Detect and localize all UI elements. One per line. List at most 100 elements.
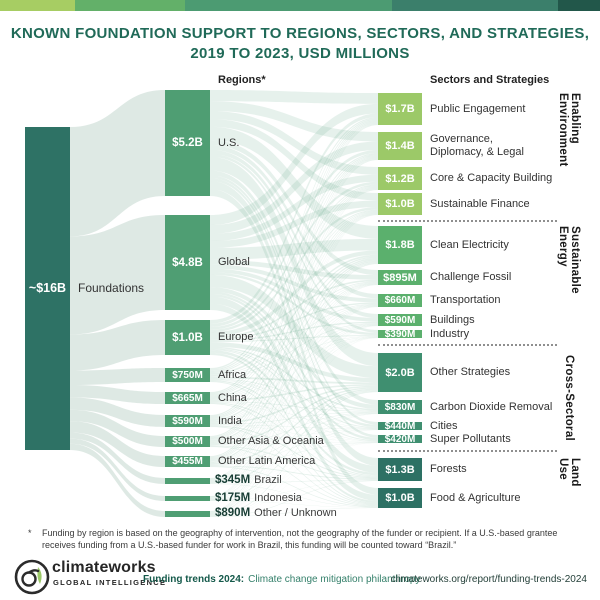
flow-ribbon: [210, 155, 378, 418]
flow-ribbon: [70, 90, 165, 237]
report-title: Funding trends 2024: Climate change mitig…: [143, 574, 420, 585]
flow-ribbon: [210, 123, 378, 497]
report-url[interactable]: climateworks.org/report/funding-trends-2…: [390, 574, 587, 585]
sector-name: Governance, Diplomacy, & Legal: [430, 133, 524, 158]
flow-ribbon: [210, 188, 378, 480]
flow-ribbon: [210, 262, 378, 499]
flow-ribbon: [210, 306, 378, 515]
flow-ribbon: [210, 336, 378, 377]
flow-ribbon: [210, 303, 378, 501]
flow-ribbon: [210, 214, 378, 498]
flow-ribbon: [210, 156, 378, 367]
flow-ribbon: [210, 480, 378, 501]
flow-ribbon: [210, 442, 378, 466]
brand-name: climateworks: [52, 559, 156, 576]
footer: climateworks GLOBAL INTELLIGENCE Funding…: [0, 555, 600, 600]
region-name: China: [218, 391, 247, 404]
flow-ribbon: [210, 170, 378, 405]
sector-value: $895M: [383, 271, 417, 284]
flow-ribbon: [210, 321, 378, 342]
flow-ribbon: [210, 445, 378, 479]
sector-name: Carbon Dioxide Removal: [430, 400, 553, 413]
flow-ribbon: [210, 296, 378, 473]
region-outside-label: $175M Indonesia: [215, 492, 302, 504]
flow-ribbon: [210, 180, 378, 466]
report-title-link[interactable]: Climate change mitigation philanthropy: [248, 574, 421, 585]
sector-value: $590M: [384, 314, 416, 326]
flow-ribbon: [210, 384, 378, 402]
region-node: [165, 215, 210, 310]
region-name: Africa: [218, 368, 247, 381]
flow-ribbon: [210, 376, 378, 385]
flow-ribbon: [210, 442, 378, 501]
sector-value: $1.8B: [385, 239, 415, 251]
region-name: Other Latin America: [218, 455, 316, 467]
flow-ribbon: [70, 397, 165, 427]
report-title-bold: Funding trends 2024:: [143, 574, 245, 585]
flow-ribbon: [210, 346, 378, 411]
sector-value: $1.3B: [385, 463, 415, 476]
flow-ribbon: [210, 500, 378, 508]
flow-ribbon: [210, 304, 378, 399]
flow-ribbon: [210, 272, 378, 336]
sector-value: $1.0B: [385, 198, 415, 210]
region-name: Brazil: [254, 474, 282, 486]
sector-name: Cities: [430, 419, 458, 432]
sector-name: Challenge Fossil: [430, 271, 512, 283]
top-bar-segment-2: [185, 0, 392, 11]
flow-ribbon: [210, 259, 378, 442]
foundations-node: [25, 127, 70, 450]
region-node: [165, 511, 210, 517]
flow-ribbon: [210, 350, 378, 476]
flow-ribbon: [210, 119, 378, 417]
flow-ribbon: [210, 429, 378, 501]
flow-ribbon: [210, 413, 378, 483]
flow-ribbon: [210, 207, 378, 333]
footnote-marker: *: [28, 528, 32, 538]
flow-ribbon: [210, 287, 378, 409]
sector-name: Food & Agriculture: [430, 491, 521, 504]
flow-ribbon: [210, 212, 378, 440]
flow-ribbon: [210, 401, 378, 412]
flow-ribbon: [210, 256, 378, 398]
flow-ribbon: [210, 189, 378, 495]
flow-ribbon: [210, 282, 378, 422]
flow-ribbon: [210, 149, 378, 327]
region-node: [165, 478, 210, 484]
flow-ribbon: [210, 479, 378, 484]
sector-value: $1.2B: [385, 172, 415, 185]
region-name: Other / Unknown: [254, 507, 337, 519]
flow-ribbon: [210, 238, 378, 260]
flow-ribbon: [210, 259, 378, 280]
flow-ribbon: [210, 429, 378, 516]
flow-ribbon: [210, 140, 378, 276]
flow-ribbon: [210, 284, 378, 482]
sector-value: $440M: [384, 420, 416, 432]
flow-ribbon: [210, 412, 378, 465]
flow-ribbon: [210, 159, 378, 513]
flow-ribbon: [210, 480, 378, 517]
flow-ribbon: [210, 110, 378, 175]
flow-ribbon: [210, 213, 378, 460]
flow-ribbon: [210, 263, 378, 514]
flow-ribbon: [210, 213, 378, 481]
flow-ribbon: [210, 117, 378, 370]
flow-ribbon: [210, 325, 378, 500]
flow-ribbon: [210, 291, 378, 428]
flow-ribbon: [210, 283, 378, 462]
foundations-value: ~$16B: [28, 280, 67, 295]
region-node: [165, 320, 210, 355]
flow-ribbon: [210, 186, 378, 419]
flow-ribbon: [70, 409, 165, 447]
sector-node: [378, 353, 422, 392]
group-label-sustainable-energy: Sustainable Energy: [557, 226, 581, 294]
flow-ribbon: [210, 424, 378, 430]
flow-ribbon: [210, 337, 378, 515]
sector-name: Sustainable Finance: [430, 197, 530, 210]
flow-ribbon: [210, 305, 378, 463]
flow-ribbon: [210, 268, 378, 322]
flow-ribbon: [210, 390, 378, 500]
region-node: [165, 496, 210, 501]
flow-ribbon: [210, 387, 378, 445]
region-value: $4.8B: [172, 256, 203, 269]
